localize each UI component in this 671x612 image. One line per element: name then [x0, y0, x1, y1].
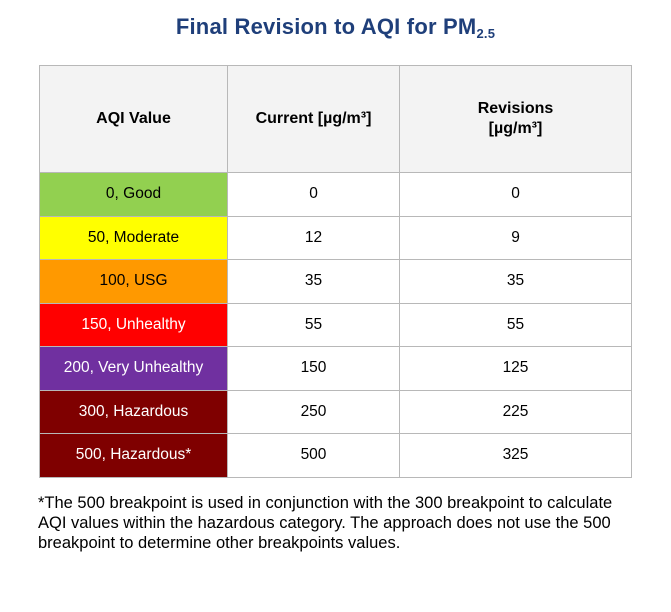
header-current: Current [µg/m³] — [227, 65, 400, 173]
table-row: 500, Hazardous* 500 325 — [39, 433, 632, 478]
current-value-cell: 250 — [227, 389, 400, 434]
table-header-row: AQI Value Current [µg/m³] Revisions [µg/… — [39, 65, 632, 173]
current-value-cell: 500 — [227, 433, 400, 478]
table-row: 0, Good 0 0 — [39, 172, 632, 217]
aqi-category-cell: 150, Unhealthy — [39, 302, 228, 347]
aqi-category-cell: 100, USG — [39, 259, 228, 304]
current-value-cell: 12 — [227, 215, 400, 260]
table-row: 300, Hazardous 250 225 — [39, 389, 632, 434]
current-value-cell: 35 — [227, 259, 400, 304]
table-row: 150, Unhealthy 55 55 — [39, 302, 632, 347]
aqi-category-cell: 300, Hazardous — [39, 389, 228, 434]
revision-value-cell: 0 — [399, 172, 632, 217]
revision-value-cell: 125 — [399, 346, 632, 391]
revision-value-cell: 9 — [399, 215, 632, 260]
footnote: *The 500 breakpoint is used in conjuncti… — [38, 494, 613, 552]
table-row: 200, Very Unhealthy 150 125 — [39, 346, 632, 391]
revision-value-cell: 35 — [399, 259, 632, 304]
header-revisions-line1: Revisions — [477, 100, 554, 117]
revision-value-cell: 225 — [399, 389, 632, 434]
table-row: 50, Moderate 12 9 — [39, 215, 632, 260]
title-main: Final Revision to AQI for PM — [175, 14, 477, 39]
aqi-category-cell: 50, Moderate — [39, 215, 228, 260]
current-value-cell: 55 — [227, 302, 400, 347]
header-revisions-line2: [µg/m³] — [488, 120, 543, 137]
title-subscript: 2.5 — [476, 26, 496, 41]
header-revisions: Revisions [µg/m³] — [399, 65, 632, 173]
revision-value-cell: 325 — [399, 433, 632, 478]
aqi-table: AQI Value Current [µg/m³] Revisions [µg/… — [39, 65, 632, 478]
current-value-cell: 150 — [227, 346, 400, 391]
aqi-category-cell: 500, Hazardous* — [39, 433, 228, 478]
header-aqi-value: AQI Value — [39, 65, 228, 173]
current-value-cell: 0 — [227, 172, 400, 217]
page-title: Final Revision to AQI for PM2.5 — [0, 14, 671, 40]
table-row: 100, USG 35 35 — [39, 259, 632, 304]
aqi-category-cell: 200, Very Unhealthy — [39, 346, 228, 391]
revision-value-cell: 55 — [399, 302, 632, 347]
aqi-category-cell: 0, Good — [39, 172, 228, 217]
